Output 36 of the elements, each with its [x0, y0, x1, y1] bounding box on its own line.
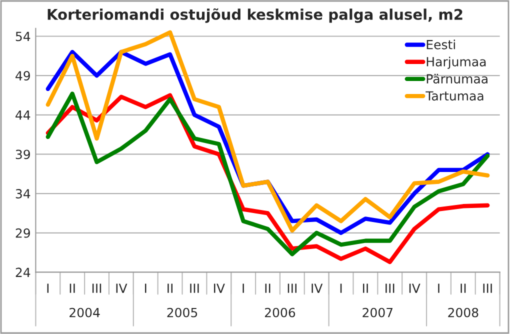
legend-label: Harjumaa [426, 56, 486, 69]
x-tick-label: I [242, 284, 244, 293]
y-tick-label: 54 [16, 32, 30, 42]
x-tick-label: II [265, 284, 270, 293]
text: 2005 [167, 308, 198, 318]
x-tick-label: IV [116, 284, 128, 293]
y-tick-label: 24 [16, 268, 30, 277]
text: 2006 [264, 308, 296, 318]
text: 2007 [362, 308, 393, 318]
y-tick-label: 44 [16, 110, 30, 120]
text: 2004 [70, 308, 100, 318]
x-tick-label: III [190, 284, 199, 293]
x-tick-label: IV [214, 284, 225, 293]
x-tick-label: II [70, 284, 75, 293]
y-tick-label: 49 [16, 71, 30, 81]
x-tick-label: II [460, 284, 466, 293]
text: 2008 [448, 308, 478, 318]
x-tick-label: III [386, 284, 394, 293]
legend-label: Tartumaa [426, 91, 484, 101]
x-tick-label: IV [312, 284, 323, 293]
x-tick-label: I [145, 284, 146, 293]
y-tick-label: 39 [16, 150, 30, 160]
y-tick-label: 34 [16, 189, 30, 198]
x-tick-label: III [92, 284, 102, 293]
x-tick-label: I [340, 284, 342, 293]
x-tick-label: IV [409, 284, 420, 293]
x-tick-label: I [47, 284, 49, 293]
x-tick-label: III [483, 284, 492, 293]
legend-label: Pärnumaa [426, 74, 488, 84]
legend-label: Eesti [426, 40, 455, 50]
x-tick-label: II [168, 284, 173, 293]
x-tick-label: I [438, 284, 440, 293]
y-tick-label: 29 [16, 228, 30, 238]
chart-title: Korteriomandi ostujõud keskmise palga alusel, m2 [48, 8, 462, 23]
x-tick-label: III [288, 284, 296, 293]
x-tick-label: II [362, 284, 368, 293]
